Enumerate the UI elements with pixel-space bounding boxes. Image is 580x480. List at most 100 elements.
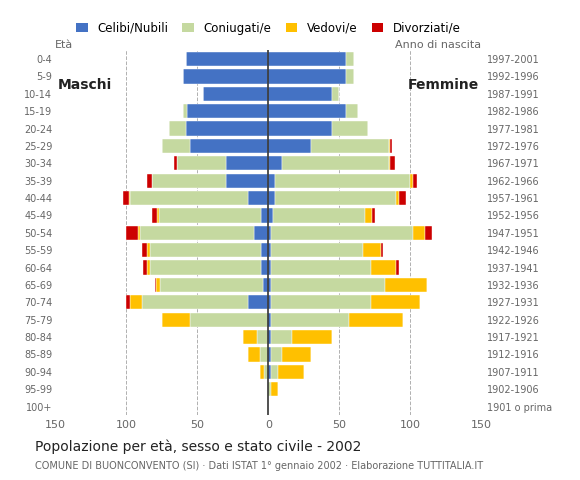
Bar xyxy=(278,365,304,379)
Bar xyxy=(268,104,346,119)
Bar xyxy=(264,365,268,379)
Bar xyxy=(346,69,353,84)
Bar xyxy=(413,174,418,188)
Bar xyxy=(150,261,261,275)
Bar xyxy=(150,243,261,257)
Bar xyxy=(261,261,268,275)
Bar xyxy=(147,261,150,275)
Bar xyxy=(187,104,268,119)
Bar xyxy=(276,174,411,188)
Bar xyxy=(271,330,292,344)
Bar xyxy=(175,156,177,170)
Bar xyxy=(268,156,282,170)
Bar xyxy=(186,52,268,66)
Bar xyxy=(268,347,271,361)
Text: Età: Età xyxy=(55,40,73,50)
Bar xyxy=(257,330,268,344)
Bar xyxy=(413,226,425,240)
Bar xyxy=(126,226,137,240)
Legend: Celibi/Nubili, Coniugati/e, Vedovi/e, Divorziati/e: Celibi/Nubili, Coniugati/e, Vedovi/e, Di… xyxy=(76,22,461,35)
Bar xyxy=(276,191,396,205)
Bar xyxy=(268,278,271,292)
Bar xyxy=(147,174,152,188)
Bar xyxy=(268,174,276,188)
Bar xyxy=(260,365,264,379)
Bar xyxy=(248,191,268,205)
Bar xyxy=(261,208,268,223)
Bar xyxy=(390,156,395,170)
Bar xyxy=(268,365,271,379)
Bar xyxy=(282,347,311,361)
Bar xyxy=(271,347,282,361)
Bar xyxy=(129,191,130,205)
Bar xyxy=(157,208,159,223)
Bar xyxy=(425,226,432,240)
Bar xyxy=(380,243,383,257)
Bar xyxy=(411,174,413,188)
Bar xyxy=(271,295,371,310)
Bar xyxy=(152,208,157,223)
Bar xyxy=(268,208,273,223)
Bar xyxy=(390,139,392,153)
Bar xyxy=(263,278,268,292)
Bar xyxy=(389,139,390,153)
Bar xyxy=(242,330,257,344)
Bar xyxy=(183,69,268,84)
Bar xyxy=(190,139,268,153)
Bar xyxy=(203,87,268,101)
Bar xyxy=(346,104,358,119)
Bar xyxy=(268,121,332,136)
Bar xyxy=(365,208,372,223)
Bar xyxy=(311,139,389,153)
Bar xyxy=(142,295,248,310)
Bar xyxy=(130,295,142,310)
Bar xyxy=(162,312,190,327)
Bar xyxy=(399,191,406,205)
Bar xyxy=(271,243,364,257)
Bar xyxy=(268,295,271,310)
Bar xyxy=(346,52,353,66)
Bar xyxy=(154,278,156,292)
Bar xyxy=(248,347,260,361)
Bar xyxy=(169,121,186,136)
Bar xyxy=(152,174,226,188)
Text: Femmine: Femmine xyxy=(407,78,478,92)
Bar xyxy=(268,330,271,344)
Bar xyxy=(268,52,346,66)
Bar xyxy=(268,191,276,205)
Bar xyxy=(268,382,271,396)
Bar xyxy=(271,382,278,396)
Bar xyxy=(282,156,389,170)
Text: Anno di nascita: Anno di nascita xyxy=(396,40,481,50)
Bar xyxy=(273,208,365,223)
Bar xyxy=(364,243,380,257)
Bar xyxy=(126,295,130,310)
Bar xyxy=(268,243,271,257)
Bar xyxy=(268,312,271,327)
Text: Popolazione per età, sesso e stato civile - 2002: Popolazione per età, sesso e stato civil… xyxy=(35,439,361,454)
Bar xyxy=(268,87,332,101)
Bar xyxy=(260,347,268,361)
Bar xyxy=(268,69,346,84)
Bar xyxy=(268,226,271,240)
Bar xyxy=(162,139,190,153)
Bar xyxy=(332,121,368,136)
Bar xyxy=(292,330,332,344)
Bar xyxy=(371,261,396,275)
Bar xyxy=(271,312,349,327)
Bar xyxy=(385,278,427,292)
Bar xyxy=(190,312,268,327)
Bar xyxy=(271,278,385,292)
Bar xyxy=(271,365,278,379)
Bar xyxy=(332,87,339,101)
Bar xyxy=(226,156,268,170)
Bar xyxy=(396,191,399,205)
Bar xyxy=(248,295,268,310)
Bar xyxy=(268,261,271,275)
Text: COMUNE DI BUONCONVENTO (SI) · Dati ISTAT 1° gennaio 2002 · Elaborazione TUTTITAL: COMUNE DI BUONCONVENTO (SI) · Dati ISTAT… xyxy=(35,461,483,471)
Bar xyxy=(142,243,147,257)
Bar xyxy=(159,208,261,223)
Bar xyxy=(147,243,150,257)
Bar xyxy=(124,191,129,205)
Bar xyxy=(156,278,160,292)
